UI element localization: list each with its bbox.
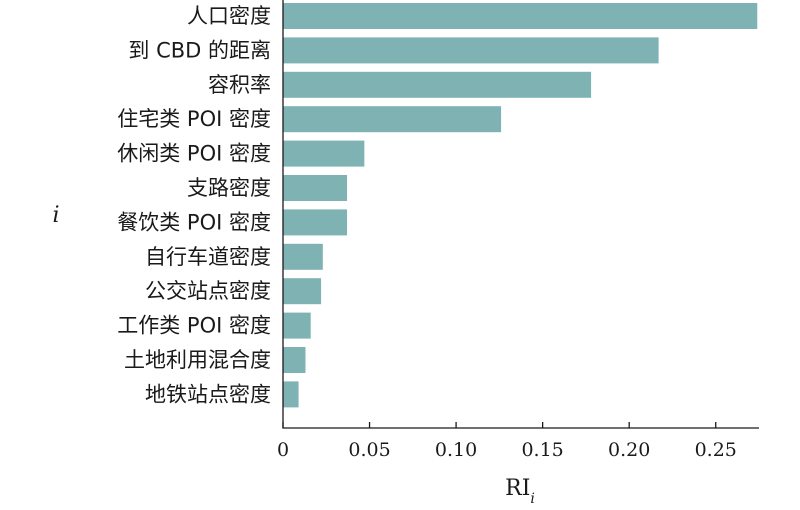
- category-label: 地铁站点密度: [145, 382, 271, 406]
- category-label: 住宅类 POI 密度: [117, 107, 271, 131]
- x-tick-label: 0.10: [435, 439, 477, 461]
- bar: [283, 209, 348, 236]
- category-label: 工作类 POI 密度: [117, 314, 271, 338]
- bar: [283, 278, 322, 305]
- x-ticks: 0 0.05 0.10 0.15 0.20 0.25: [277, 422, 737, 461]
- category-label: 容积率: [208, 73, 271, 97]
- bar: [283, 175, 348, 201]
- bar: [283, 243, 323, 270]
- x-tick-label: 0.20: [608, 439, 650, 461]
- bar: [283, 3, 758, 29]
- category-label: 土地利用混合度: [124, 348, 271, 372]
- bar: [283, 140, 365, 167]
- x-tick-label: 0: [277, 439, 289, 461]
- bar: [283, 37, 659, 64]
- x-tick-label: 0.15: [521, 439, 563, 461]
- category-label: 支路密度: [187, 176, 271, 200]
- y-axis-title: i: [52, 203, 59, 228]
- x-tick-label: 0.25: [695, 439, 737, 461]
- axis-lines: [282, 0, 759, 429]
- bar: [283, 312, 311, 339]
- bar: [283, 381, 299, 408]
- category-label: 公交站点密度: [145, 279, 271, 303]
- bar: [283, 347, 306, 373]
- category-label: 人口密度: [187, 4, 271, 28]
- x-axis-title-main: RI: [505, 476, 530, 501]
- bar: [283, 106, 502, 133]
- x-axis-title-sub: i: [530, 491, 534, 507]
- x-axis-title: RIi: [505, 476, 535, 507]
- category-label: 休闲类 POI 密度: [117, 142, 271, 166]
- category-label: 餐饮类 POI 密度: [117, 210, 271, 234]
- bar: [283, 71, 592, 98]
- x-tick-label: 0.05: [348, 439, 390, 461]
- bars-layer: [283, 3, 758, 408]
- category-label: 自行车道密度: [145, 245, 271, 269]
- category-label: 到 CBD 的距离: [128, 38, 271, 62]
